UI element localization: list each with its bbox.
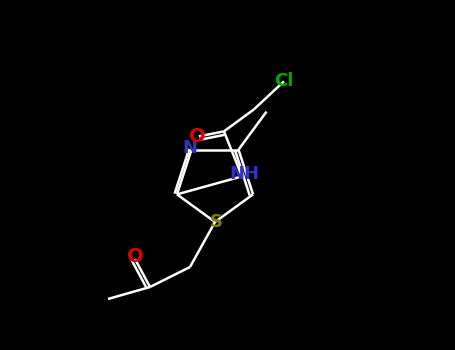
- Text: O: O: [126, 247, 143, 266]
- Text: O: O: [189, 127, 205, 146]
- Text: N: N: [182, 139, 197, 157]
- Text: S: S: [209, 213, 222, 231]
- Text: NH: NH: [229, 165, 259, 183]
- Text: Cl: Cl: [274, 72, 293, 90]
